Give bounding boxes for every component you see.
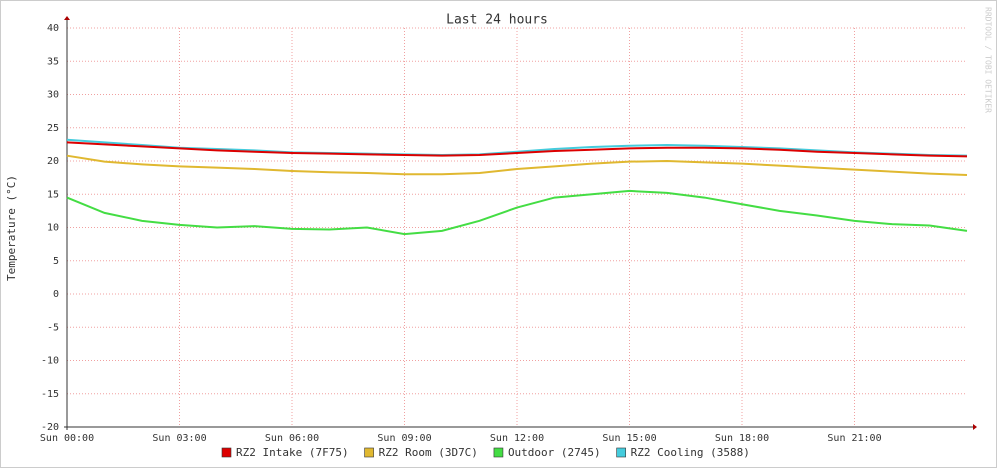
y-tick-label: 35	[47, 56, 59, 67]
axis-arrow	[973, 424, 977, 430]
x-tick-label: Sun 00:00	[40, 433, 94, 444]
y-tick-label: 10	[47, 223, 59, 234]
series-line	[66, 189, 968, 236]
y-tick-label: 30	[47, 90, 59, 101]
legend-label: RZ2 Cooling (3588)	[631, 446, 750, 459]
chart-title: Last 24 hours	[446, 13, 548, 28]
x-tick-label: Sun 12:00	[490, 433, 544, 444]
y-tick-label: 15	[47, 189, 59, 200]
y-tick-label: 25	[47, 123, 59, 134]
y-tick-label: 5	[53, 256, 59, 267]
x-tick-label: Sun 03:00	[152, 433, 206, 444]
x-tick-label: Sun 18:00	[715, 433, 769, 444]
y-axis-label: Temperature (°C)	[5, 175, 18, 281]
legend-label: Outdoor (2745)	[508, 446, 601, 459]
legend-swatch	[493, 447, 504, 458]
series-line	[66, 154, 968, 176]
y-tick-label: 40	[47, 23, 59, 34]
x-tick-label: Sun 21:00	[827, 433, 881, 444]
y-tick-label: -10	[41, 356, 59, 367]
x-tick-label: Sun 06:00	[265, 433, 319, 444]
legend-swatch	[364, 447, 374, 458]
y-tick-label: 0	[53, 289, 59, 300]
x-tick-label: Sun 09:00	[377, 433, 431, 444]
y-tick-label: 20	[47, 156, 59, 167]
legend-swatch	[616, 447, 626, 458]
series-line	[66, 141, 968, 158]
x-tick-label: Sun 15:00	[602, 433, 656, 444]
legend-label: RZ2 Intake (7F75)	[236, 446, 349, 459]
legend-label: RZ2 Room (3D7C)	[379, 446, 478, 459]
series-line	[66, 138, 968, 157]
y-tick-label: -5	[47, 322, 59, 333]
watermark: RRDTOOL / TOBI OETIKER	[984, 7, 993, 113]
axis-arrow	[64, 16, 70, 20]
y-tick-label: -15	[41, 389, 59, 400]
y-tick-label: -20	[41, 422, 59, 433]
legend-swatch	[221, 447, 232, 458]
